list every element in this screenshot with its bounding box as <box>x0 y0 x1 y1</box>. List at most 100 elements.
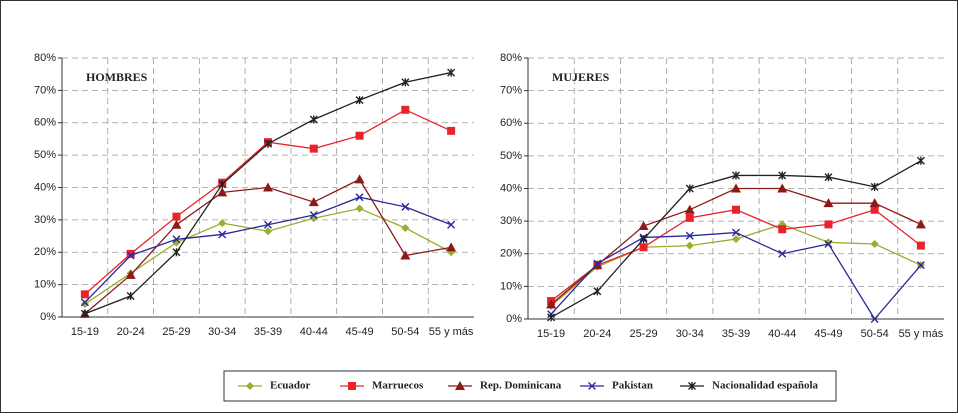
marker <box>638 221 649 231</box>
point <box>685 231 694 240</box>
point <box>732 205 740 214</box>
y-tick-label: 50% <box>34 149 56 161</box>
x-tick-label: 20-24 <box>117 326 145 338</box>
point <box>218 180 227 189</box>
marker <box>455 381 465 390</box>
point <box>916 156 925 165</box>
marker <box>308 197 319 207</box>
marker <box>685 184 694 193</box>
marker <box>171 219 182 229</box>
marker <box>80 298 89 307</box>
marker <box>732 235 740 244</box>
y-tick-label: 30% <box>500 215 522 227</box>
marker <box>915 219 926 229</box>
marker <box>824 220 833 229</box>
y-tick-label: 10% <box>500 280 522 292</box>
marker <box>401 223 410 232</box>
point <box>355 204 364 213</box>
point <box>218 230 227 239</box>
marker <box>125 269 136 279</box>
marker <box>685 213 694 222</box>
marker <box>732 205 740 214</box>
x-tick-label: 55 y más <box>899 328 944 340</box>
point <box>778 171 787 180</box>
marker <box>685 231 694 240</box>
y-tick-label: 0% <box>506 313 522 325</box>
point <box>777 183 788 193</box>
point <box>824 220 833 229</box>
legend-label: Rep. Dominicana <box>480 380 562 392</box>
point <box>309 115 318 124</box>
x-tick-label: 35-39 <box>254 326 282 338</box>
x-tick-label: 20-24 <box>583 328 611 340</box>
point <box>546 299 557 309</box>
y-tick-label: 70% <box>34 84 56 96</box>
point <box>217 187 228 197</box>
point <box>125 269 136 279</box>
marker <box>172 212 181 221</box>
marker <box>401 78 410 87</box>
x-tick-label: 30-34 <box>208 326 236 338</box>
marker <box>80 309 89 318</box>
marker <box>401 105 410 114</box>
point <box>246 382 254 390</box>
point <box>264 220 272 229</box>
point <box>264 139 272 148</box>
marker <box>588 382 596 390</box>
point <box>869 198 880 208</box>
point <box>870 239 879 248</box>
point <box>171 219 182 229</box>
marker <box>348 382 356 390</box>
legend-box <box>223 370 837 402</box>
marker <box>355 131 364 140</box>
marker <box>80 300 89 309</box>
point <box>355 131 364 140</box>
point <box>218 219 227 228</box>
y-tick-label: 70% <box>500 85 522 97</box>
legend-label: Marruecos <box>372 380 424 392</box>
point <box>915 219 926 229</box>
point <box>639 243 648 252</box>
point <box>593 287 602 296</box>
y-tick-label: 80% <box>500 52 522 64</box>
point <box>778 225 787 234</box>
point <box>126 291 135 300</box>
point <box>638 221 649 231</box>
marker <box>218 180 227 189</box>
point <box>778 249 787 258</box>
point <box>732 228 740 237</box>
legend-label: Nacionalidad española <box>712 380 819 392</box>
marker <box>264 220 272 229</box>
marker <box>447 220 456 229</box>
point <box>547 313 556 322</box>
marker <box>869 198 880 208</box>
marker <box>778 225 787 234</box>
legend-label: Pakistan <box>612 380 653 392</box>
x-tick-label: 40-44 <box>768 328 796 340</box>
marker <box>355 204 364 213</box>
marker <box>400 250 411 260</box>
point <box>126 249 135 258</box>
point <box>870 182 879 191</box>
point <box>916 241 925 250</box>
point <box>80 290 89 299</box>
point <box>80 300 89 309</box>
marker <box>264 139 272 148</box>
marker <box>401 202 410 211</box>
point <box>264 227 272 236</box>
point <box>172 235 181 244</box>
y-tick-label: 40% <box>500 182 522 194</box>
marker <box>263 182 273 192</box>
marker <box>355 96 364 105</box>
marker <box>355 193 364 202</box>
y-tick-label: 60% <box>500 117 522 129</box>
point <box>732 171 740 180</box>
x-tick-label: 25-29 <box>629 328 657 340</box>
marker <box>639 235 648 244</box>
point <box>824 173 833 182</box>
marker <box>824 173 833 182</box>
marker <box>824 239 833 248</box>
point <box>348 382 356 390</box>
point <box>400 250 411 260</box>
point <box>447 68 456 77</box>
